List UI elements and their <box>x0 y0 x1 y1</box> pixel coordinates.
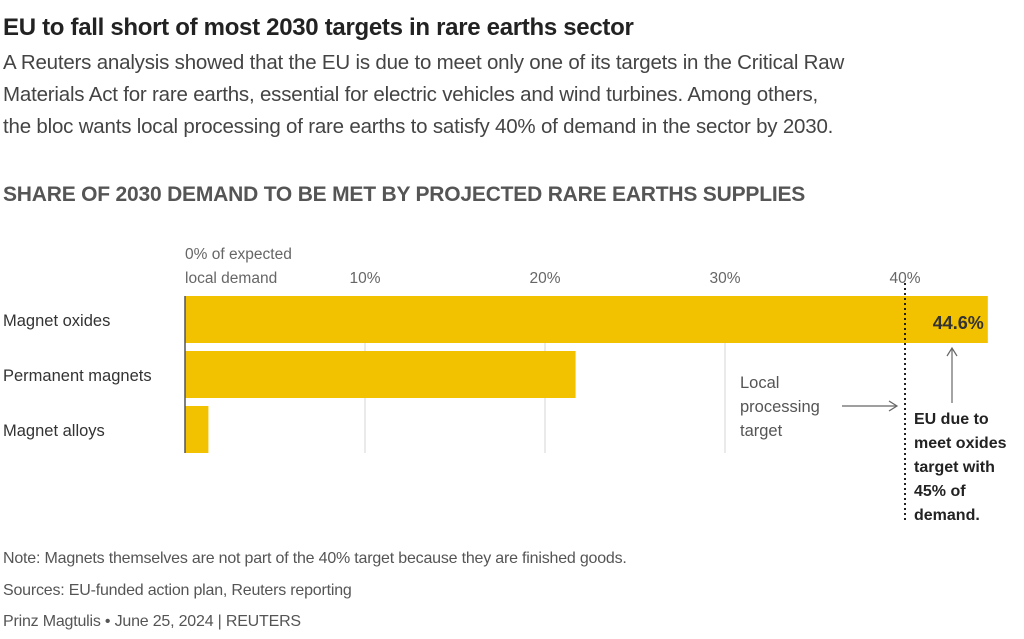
arrow-head-icon <box>888 400 899 412</box>
footnote: Note: Magnets themselves are not part of… <box>3 550 627 567</box>
subtitle-line: the bloc wants local processing of rare … <box>3 115 834 138</box>
bar <box>185 406 209 453</box>
annotation-text: demand. <box>914 507 980 524</box>
annotation-text: target <box>740 422 783 440</box>
tick-label: 0% of expected <box>185 246 292 263</box>
section-heading: SHARE OF 2030 DEMAND TO BE MET BY PROJEC… <box>3 183 806 206</box>
tick-label: 10% <box>349 270 380 287</box>
annotation-text: meet oxides <box>914 435 1007 452</box>
category-label: Permanent magnets <box>3 367 152 385</box>
annotation-text: Local <box>740 374 779 392</box>
annotation-text: target with <box>914 459 995 476</box>
sources: Sources: EU-funded action plan, Reuters … <box>3 582 352 599</box>
tick-label: 30% <box>709 270 740 287</box>
tick-label: local demand <box>185 270 277 287</box>
arrow-head-icon <box>946 346 958 357</box>
category-label: Magnet alloys <box>3 422 105 440</box>
subtitle-line: A Reuters analysis showed that the EU is… <box>3 51 845 74</box>
category-label: Magnet oxides <box>3 312 110 330</box>
annotation-text: EU due to <box>914 411 989 428</box>
subtitle-line: Materials Act for rare earths, essential… <box>3 83 819 106</box>
tick-label: 20% <box>529 270 560 287</box>
annotation-text: 45% of <box>914 483 966 500</box>
bar <box>185 296 988 343</box>
bar <box>185 351 576 398</box>
chart-title: EU to fall short of most 2030 targets in… <box>3 14 634 41</box>
data-label: 44.6% <box>933 313 984 333</box>
credit: Prinz Magtulis • June 25, 2024 | REUTERS <box>3 613 301 630</box>
annotation-text: processing <box>740 398 820 416</box>
tick-label: 40% <box>889 270 920 287</box>
